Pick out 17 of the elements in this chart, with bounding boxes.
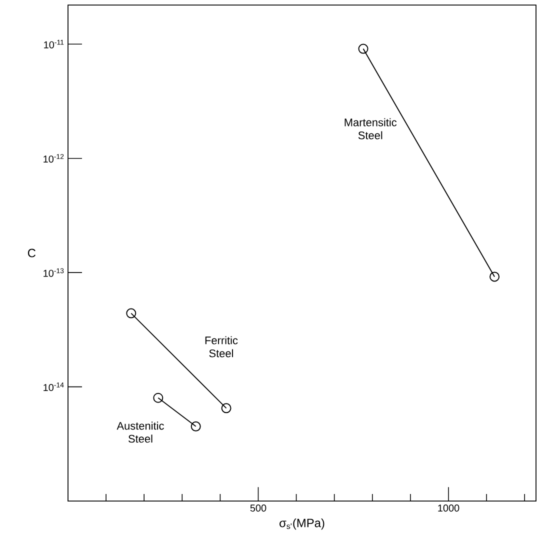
y-tick-label: 10$^{-14}$ bbox=[44, 382, 64, 392]
series-label: Austenitic Steel bbox=[116, 422, 164, 443]
y-tick-label: 10$^{-11}$ bbox=[44, 40, 64, 48]
y-axis-title: C bbox=[28, 248, 36, 258]
point bbox=[153, 392, 164, 403]
series-label: Martensitic Steel bbox=[344, 118, 397, 140]
y-tick-label: 10$^{-13}$ bbox=[44, 268, 64, 277]
x-tick-label: 1000 bbox=[438, 504, 460, 512]
y-tick-label: 10$^{-12}$ bbox=[44, 154, 64, 163]
series-label: Ferritic Steel bbox=[205, 336, 238, 358]
x-axis-title: σ$_{s'}$(MPa) bbox=[280, 518, 324, 530]
point bbox=[358, 44, 368, 54]
point bbox=[490, 272, 500, 282]
point bbox=[221, 403, 232, 414]
point bbox=[126, 308, 136, 318]
x-tick-label: 500 bbox=[250, 504, 266, 512]
point bbox=[190, 421, 201, 432]
